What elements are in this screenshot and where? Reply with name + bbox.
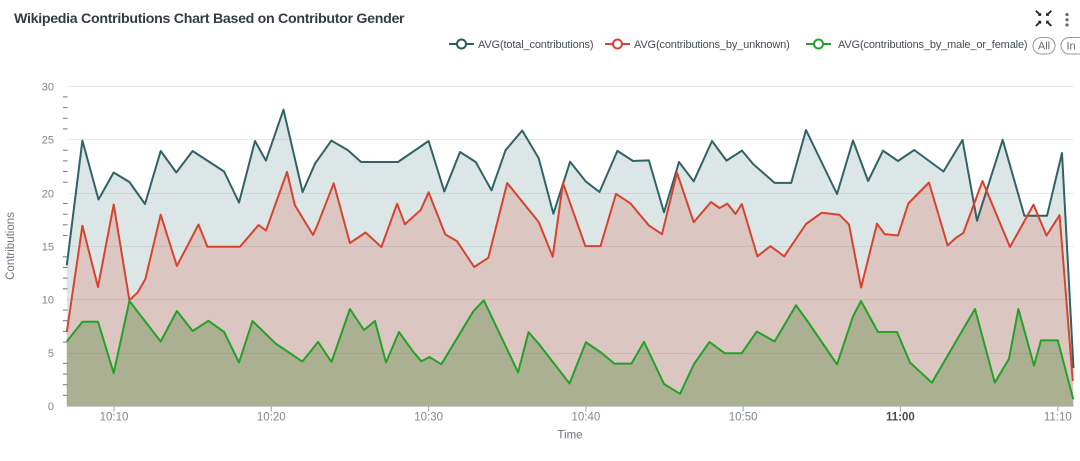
svg-text:10:20: 10:20 [257, 412, 286, 424]
svg-text:AVG(contributions_by_unknown): AVG(contributions_by_unknown) [634, 39, 790, 51]
svg-text:0: 0 [48, 401, 54, 413]
svg-text:10:50: 10:50 [729, 412, 758, 424]
svg-text:20: 20 [42, 189, 54, 201]
svg-text:10:10: 10:10 [100, 412, 129, 424]
svg-text:11:00: 11:00 [886, 412, 915, 424]
svg-text:Time: Time [557, 430, 582, 442]
svg-text:15: 15 [42, 242, 54, 254]
svg-text:AVG(total_contributions): AVG(total_contributions) [478, 39, 593, 51]
svg-text:25: 25 [42, 135, 54, 147]
svg-text:10: 10 [42, 295, 54, 307]
svg-text:11:10: 11:10 [1044, 412, 1072, 424]
svg-text:30: 30 [42, 82, 54, 94]
svg-text:In: In [1067, 41, 1076, 53]
svg-text:AVG(contributions_by_male_or_f: AVG(contributions_by_male_or_female) [838, 39, 1027, 51]
svg-text:5: 5 [48, 348, 54, 360]
svg-text:Contributions: Contributions [5, 212, 17, 280]
svg-text:All: All [1038, 41, 1050, 53]
svg-text:10:30: 10:30 [414, 412, 443, 424]
svg-text:10:40: 10:40 [572, 412, 601, 424]
